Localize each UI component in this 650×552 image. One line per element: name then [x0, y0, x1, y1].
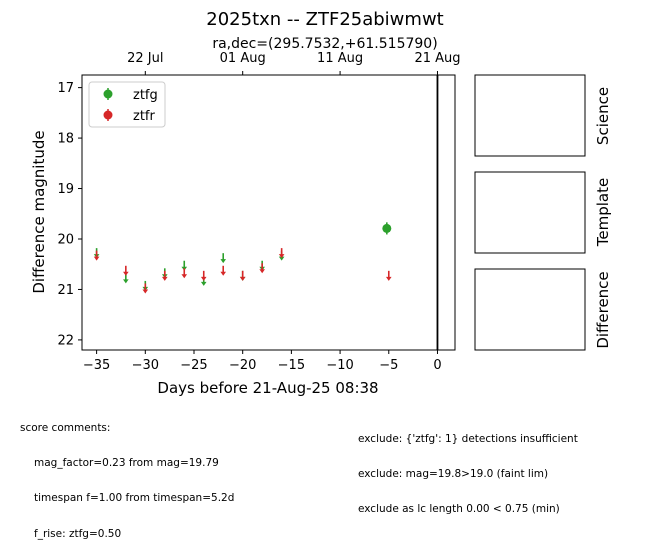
science-cutout [474, 74, 586, 157]
ztfr-upper-limit-arrow [200, 276, 207, 281]
data-points [93, 222, 392, 294]
top-tick-label: 01 Aug [220, 51, 266, 66]
score-comment-line: f_rise: ztfg=0.50 [34, 527, 122, 540]
science-label: Science [594, 87, 612, 145]
ztfr-upper-limit-arrow [93, 256, 100, 261]
ztfr-upper-limit-arrow [259, 269, 265, 274]
score-comments-heading: score comments: [20, 421, 111, 434]
y-tick-label: 19 [57, 182, 74, 197]
lightcurve-figure: 2025txn -- ZTF25abiwmwt ra,dec=(295.7532… [30, 9, 612, 397]
x-tick-label: −20 [229, 358, 256, 373]
legend-ztfr-label: ztfr [133, 109, 155, 124]
score-comment-line: timespan f=1.00 from timespan=5.2d [34, 492, 235, 505]
x-axis: −35 −30 −25 −20 −15 −10 −5 0 [83, 350, 442, 373]
exclude-note: exclude: {'ztfg': 1} detections insuffic… [358, 432, 578, 445]
top-tick-label: 22 Jul [127, 51, 163, 66]
ztfr-upper-limit-arrow [220, 271, 227, 276]
exclude-note: exclude as lc length 0.00 < 0.75 (min) [358, 503, 560, 516]
legend-ztfr-marker [103, 110, 113, 120]
ztfg-upper-limit-arrow [278, 256, 285, 261]
ztfr-upper-limit-arrow [142, 289, 149, 294]
ztfr-upper-limit-arrow [239, 276, 246, 281]
legend: ztfg ztfr [88, 81, 166, 128]
difference-cutout [474, 268, 586, 351]
x-tick-label: −10 [326, 358, 353, 373]
ztfr-upper-limit-arrow [385, 276, 392, 281]
exclude-note: exclude: mag=19.8>19.0 (faint lim) [358, 467, 549, 480]
ztfg-detection-marker [382, 223, 392, 233]
x-tick-label: −15 [278, 358, 305, 373]
top-tick-label: 11 Aug [317, 51, 363, 66]
difference-label: Difference [594, 271, 612, 348]
ztfr-upper-limit-arrow [161, 276, 168, 281]
y-axis-label: Difference magnitude [30, 130, 48, 293]
score-comments: score comments: mag_factor=0.23 from mag… [20, 399, 234, 552]
x-tick-label: −25 [180, 358, 207, 373]
x-axis-label: Days before 21-Aug-25 08:38 [157, 379, 378, 397]
y-tick-label: 18 [57, 132, 74, 147]
y-tick-label: 20 [57, 232, 74, 247]
x-tick-label: −5 [379, 358, 398, 373]
chart-title: 2025txn -- ZTF25abiwmwt [206, 9, 443, 30]
y-axis: 17 18 19 20 21 22 [57, 81, 82, 348]
top-date-axis: 22 Jul 01 Aug 11 Aug 21 Aug [127, 51, 461, 75]
x-tick-label: −30 [132, 358, 159, 373]
chart-subtitle: ra,dec=(295.7532,+61.515790) [212, 36, 437, 52]
template-label: Template [594, 178, 612, 247]
template-cutout [474, 171, 586, 254]
top-tick-label: 21 Aug [414, 51, 460, 66]
x-tick-label: −35 [83, 358, 110, 373]
plot-area [81, 74, 456, 351]
ztfr-upper-limit-arrow [181, 274, 188, 279]
legend-ztfg-marker [103, 89, 113, 99]
ztfg-upper-limit-arrow [200, 281, 207, 286]
exclude-notes: exclude: {'ztfg': 1} detections insuffic… [358, 410, 578, 528]
y-tick-label: 22 [57, 333, 74, 348]
y-tick-label: 17 [57, 81, 74, 96]
x-tick-label: 0 [433, 358, 441, 373]
score-comment-line: mag_factor=0.23 from mag=19.79 [34, 456, 219, 469]
ztfg-upper-limit-arrow [123, 279, 129, 284]
ztfr-upper-limit-arrow [278, 254, 285, 259]
y-tick-label: 21 [57, 283, 74, 298]
ztfr-upper-limit-arrow [123, 271, 129, 276]
ztfg-upper-limit-arrow [220, 259, 227, 264]
legend-ztfg-label: ztfg [133, 88, 158, 103]
